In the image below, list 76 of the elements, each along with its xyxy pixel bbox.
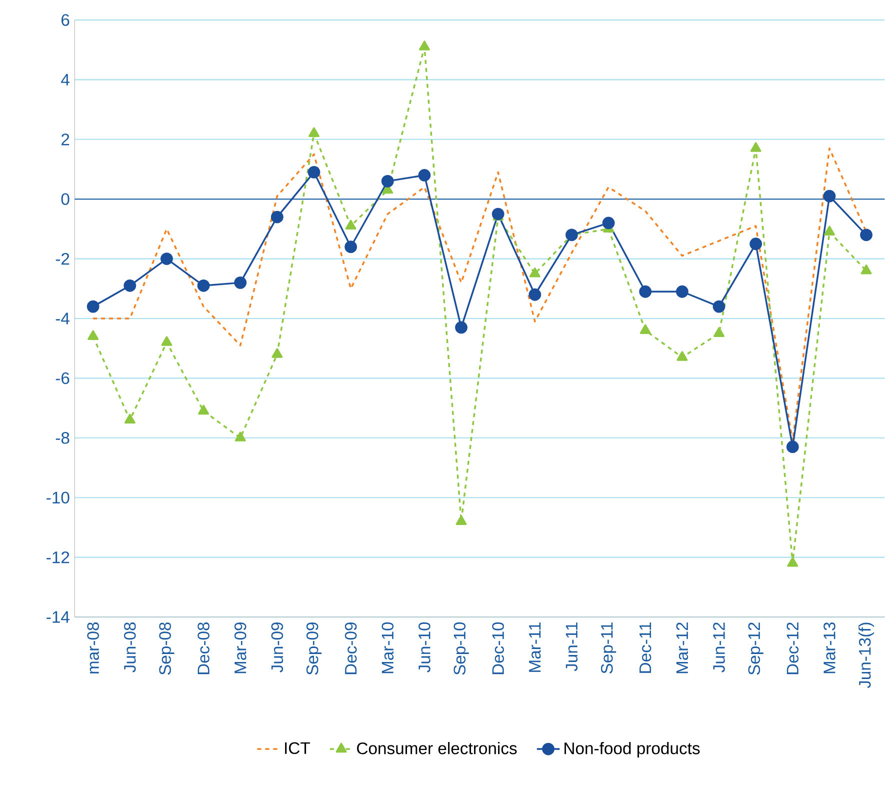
y-tick-label: -12 <box>46 551 70 564</box>
x-tick-label: Sep-12 <box>748 622 764 675</box>
point <box>750 142 762 152</box>
point <box>456 515 467 526</box>
point <box>528 288 542 301</box>
y-tick-label: 4 <box>61 74 70 86</box>
point <box>714 327 724 337</box>
point <box>787 557 798 567</box>
point <box>198 404 210 415</box>
point <box>602 216 615 230</box>
point <box>124 279 136 292</box>
y-tick-label: -2 <box>56 252 70 265</box>
point <box>270 210 284 224</box>
x-tick-label: Dec-12 <box>786 622 799 674</box>
point <box>750 238 762 250</box>
y-tick-label: 6 <box>62 14 70 26</box>
x-tick-label: Dec-10 <box>492 622 504 674</box>
point <box>824 226 835 236</box>
point <box>308 127 320 137</box>
point <box>161 336 172 346</box>
x-tick-label: Sep-08 <box>159 622 174 675</box>
x-tick-label: Jun-09 <box>271 622 284 672</box>
y-tick-label: 2 <box>62 134 70 146</box>
point <box>234 276 247 289</box>
point <box>529 268 540 278</box>
legend-label: Non-food products <box>564 742 700 758</box>
y-tick-label: -6 <box>56 372 70 384</box>
x-tick-label: Mar-10 <box>382 622 394 674</box>
point <box>860 228 872 242</box>
x-tick-label: Mar-11 <box>529 622 541 672</box>
x-tick-label: Mar-12 <box>676 622 688 674</box>
point <box>418 40 430 50</box>
x-tick-label: mar-08 <box>87 622 99 674</box>
point <box>86 300 100 313</box>
x-tick-label: Sep-10 <box>454 622 469 675</box>
y-tick-label: -8 <box>56 432 70 444</box>
point <box>88 330 99 340</box>
point <box>197 279 210 292</box>
x-tick-label: Mar-09 <box>234 622 246 674</box>
point <box>676 285 688 298</box>
x-tick-label: Dec-08 <box>198 622 210 674</box>
x-tick-label: Jun-10 <box>418 622 430 672</box>
x-tick-label: Dec-09 <box>344 622 357 674</box>
point <box>712 300 726 313</box>
point <box>272 348 283 358</box>
point <box>345 220 356 230</box>
point <box>160 252 173 266</box>
y-tick-label: -14 <box>46 611 70 623</box>
point <box>124 414 136 424</box>
y-tick-label: -4 <box>56 312 70 324</box>
point <box>676 351 688 361</box>
point <box>455 321 468 334</box>
x-tick-label: Jun-11 <box>566 622 578 672</box>
legend-label: ICT <box>285 742 310 754</box>
point <box>308 166 320 178</box>
point <box>786 440 799 454</box>
x-tick-label: Sep-09 <box>306 622 322 675</box>
x-tick-label: Jun-13(f) <box>858 622 874 688</box>
x-tick-label: Sep-11 <box>600 622 616 674</box>
point <box>381 174 394 188</box>
point <box>566 228 578 242</box>
point <box>639 285 652 298</box>
point <box>492 208 504 220</box>
x-tick-label: Mar-13 <box>824 622 836 674</box>
point <box>344 240 358 254</box>
y-tick-label: 0 <box>61 193 70 206</box>
x-tick-label: Jun-12 <box>713 622 725 672</box>
point <box>234 432 246 442</box>
y-tick-label: -10 <box>46 492 70 504</box>
point <box>860 264 872 274</box>
x-tick-label: Jun-08 <box>124 622 136 672</box>
x-tick-label: Dec-11 <box>640 622 652 673</box>
legend-label: Consumer electronics <box>357 742 517 754</box>
point <box>640 324 651 334</box>
point <box>418 169 431 182</box>
point <box>823 190 836 202</box>
